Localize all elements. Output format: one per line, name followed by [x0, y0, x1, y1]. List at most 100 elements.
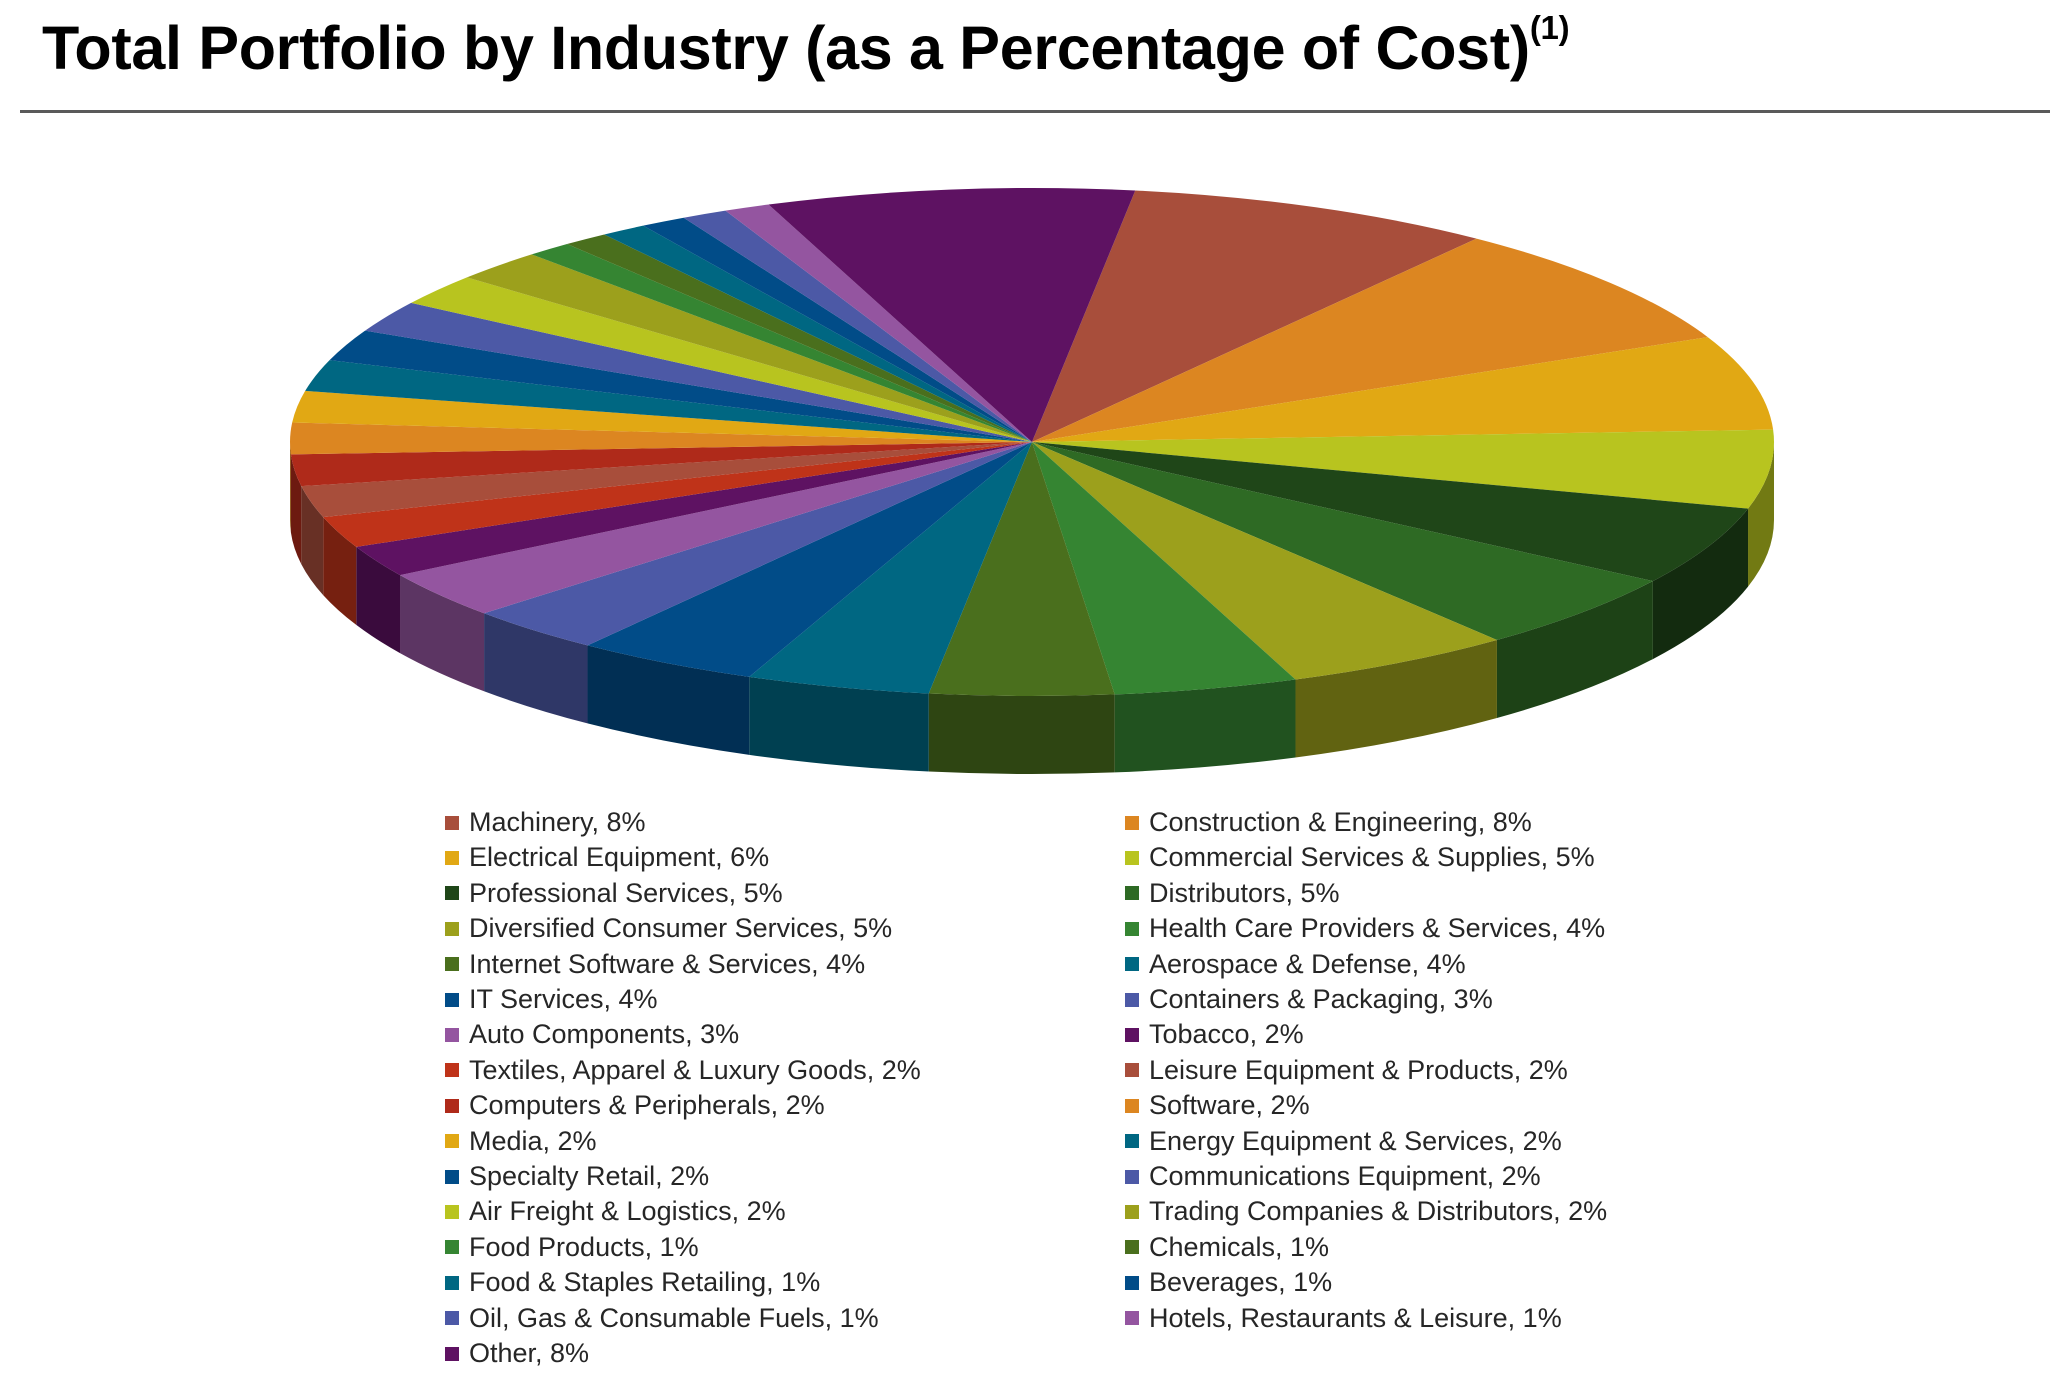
legend-item-machinery: Machinery, 8%	[445, 805, 646, 840]
pie-slice-hotels-restaurants-and-leisure	[725, 204, 1032, 442]
pie-slice-health-care-providers-and-services	[1032, 442, 1296, 695]
legend-swatch	[1125, 1169, 1139, 1184]
legend-label: Diversified Consumer Services, 5%	[469, 913, 893, 944]
legend-label: Construction & Engineering, 8%	[1149, 807, 1532, 837]
legend-swatch	[1125, 1311, 1139, 1326]
legend-swatch	[445, 886, 459, 901]
pie-chart	[289, 188, 1774, 774]
pie-slice-food-and-staples-retailing	[604, 225, 1032, 442]
pie-side-tobacco	[356, 546, 401, 654]
legend-item-hotels-restaurants-and-leisure: Hotels, Restaurants & Leisure, 1%	[1125, 1301, 1562, 1336]
legend-label: Aerospace & Defense, 4%	[1149, 948, 1466, 979]
legend-swatch	[1125, 1027, 1139, 1042]
legend-label: Textiles, Apparel & Luxury Goods, 2%	[469, 1054, 921, 1085]
legend-label: Auto Components, 3%	[469, 1019, 740, 1050]
legend-label: Electrical Equipment, 6%	[469, 842, 770, 873]
pie-side-aerospace-and-defense	[749, 676, 929, 772]
pie-slice-trading-companies-and-distributors	[466, 254, 1032, 442]
legend-label: Software, 2%	[1149, 1090, 1310, 1121]
legend-item-trading-companies-and-distributors: Trading Companies & Distributors, 2%	[1125, 1194, 1607, 1229]
pie-slice-leisure-equipment-and-products	[301, 442, 1032, 518]
pie-side-diversified-consumer-services	[1295, 639, 1497, 758]
legend-label: Containers & Packaging, 3%	[1149, 984, 1493, 1014]
title-divider	[20, 110, 2050, 113]
legend-swatch	[445, 1027, 459, 1042]
legend-label: Machinery, 8%	[469, 807, 646, 837]
pie-slice-oil-gas-and-consumable-fuels	[683, 210, 1032, 442]
legend-item-communications-equipment: Communications Equipment, 2%	[1125, 1159, 1541, 1194]
pie-side-commercial-services-and-supplies	[1748, 442, 1774, 587]
legend-swatch	[445, 1204, 459, 1219]
pie-side-health-care-providers-and-services	[1114, 679, 1296, 773]
legend-item-electrical-equipment: Electrical Equipment, 6%	[445, 840, 769, 875]
legend-swatch	[445, 1275, 459, 1290]
pie-slice-commercial-services-and-supplies	[1032, 429, 1774, 509]
legend-item-distributors: Distributors, 5%	[1125, 876, 1340, 911]
legend-item-oil-gas-and-consumable-fuels: Oil, Gas & Consumable Fuels, 1%	[445, 1301, 879, 1336]
legend-item-air-freight-and-logistics: Air Freight & Logistics, 2%	[445, 1194, 786, 1229]
legend-swatch	[1125, 1204, 1139, 1219]
legend-label: Specialty Retail, 2%	[469, 1161, 710, 1191]
legend-swatch	[445, 957, 459, 972]
legend-swatch	[445, 850, 459, 865]
pie-slice-electrical-equipment	[1032, 337, 1774, 442]
legend-item-textiles-apparel-and-luxury-goods: Textiles, Apparel & Luxury Goods, 2%	[445, 1053, 921, 1088]
legend-swatch	[1125, 1134, 1139, 1149]
pie-slice-food-products	[531, 244, 1032, 442]
legend-label: Internet Software & Services, 4%	[469, 948, 866, 979]
pie-side-computers-and-peripherals	[290, 454, 302, 565]
legend-item-professional-services: Professional Services, 5%	[445, 876, 783, 911]
legend-item-software: Software, 2%	[1125, 1088, 1310, 1123]
pie-slice-aerospace-and-defense	[749, 442, 1032, 694]
pie-slice-distributors	[1032, 442, 1653, 640]
legend-label: IT Services, 4%	[469, 984, 658, 1014]
pie-top-faces	[289, 188, 1774, 696]
legend-swatch	[445, 1240, 459, 1255]
pie-slice-internet-software-and-services	[928, 442, 1115, 696]
pie-side-leisure-equipment-and-products	[301, 486, 324, 596]
legend-item-diversified-consumer-services: Diversified Consumer Services, 5%	[445, 911, 892, 946]
legend-label: Commercial Services & Supplies, 5%	[1149, 842, 1595, 873]
pie-side-containers-and-packaging	[484, 613, 588, 724]
pie-slice-auto-components	[400, 442, 1032, 614]
legend-item-internet-software-and-services: Internet Software & Services, 4%	[445, 947, 865, 982]
pie-slice-construction-and-engineering	[1032, 238, 1708, 442]
pie-side-internet-software-and-services	[928, 693, 1115, 774]
pie-slice-computers-and-peripherals	[290, 442, 1032, 487]
pie-slice-professional-services	[1032, 442, 1749, 582]
legend-swatch	[1125, 815, 1139, 830]
pie-slice-chemicals	[567, 234, 1032, 442]
pie-slice-textiles-apparel-and-luxury-goods	[323, 442, 1032, 547]
pie-slice-communications-equipment	[365, 302, 1032, 442]
legend-label: Food Products, 1%	[469, 1231, 699, 1262]
legend-swatch	[1125, 1098, 1139, 1113]
legend-label: Trading Companies & Distributors, 2%	[1149, 1196, 1608, 1227]
legend-swatch	[1125, 957, 1139, 972]
legend-swatch	[445, 1098, 459, 1113]
pie-slice-tobacco	[356, 442, 1033, 576]
title-footnote-marker: (1)	[1529, 9, 1570, 46]
pie-side-software	[290, 442, 291, 533]
legend-swatch	[1125, 886, 1139, 901]
pie-slice-specialty-retail	[329, 330, 1032, 442]
legend-label: Tobacco, 2%	[1149, 1019, 1304, 1050]
legend-label: Communications Equipment, 2%	[1149, 1161, 1541, 1191]
legend-label: Beverages, 1%	[1149, 1267, 1333, 1298]
title-text: Total Portfolio by Industry (as a Percen…	[42, 14, 1530, 82]
legend-swatch	[445, 1169, 459, 1184]
legend-item-auto-components: Auto Components, 3%	[445, 1017, 739, 1052]
legend-item-containers-and-packaging: Containers & Packaging, 3%	[1125, 982, 1493, 1017]
legend-label: Food & Staples Retailing, 1%	[469, 1267, 821, 1298]
legend-label: Energy Equipment & Services, 2%	[1149, 1125, 1562, 1156]
legend-label: Distributors, 5%	[1149, 877, 1340, 908]
legend-label: Other, 8%	[469, 1338, 590, 1368]
pie-slice-containers-and-packaging	[484, 442, 1032, 646]
legend-item-specialty-retail: Specialty Retail, 2%	[445, 1159, 709, 1194]
legend-item-energy-equipment-and-services: Energy Equipment & Services, 2%	[1125, 1124, 1562, 1159]
pie-side-textiles-apparel-and-luxury-goods	[323, 517, 357, 625]
legend-label: Air Freight & Logistics, 2%	[469, 1196, 786, 1227]
legend-label: Oil, Gas & Consumable Fuels, 1%	[469, 1302, 879, 1333]
legend-item-media: Media, 2%	[445, 1124, 597, 1159]
legend-label: Professional Services, 5%	[469, 877, 783, 908]
legend-swatch	[1125, 1063, 1139, 1078]
